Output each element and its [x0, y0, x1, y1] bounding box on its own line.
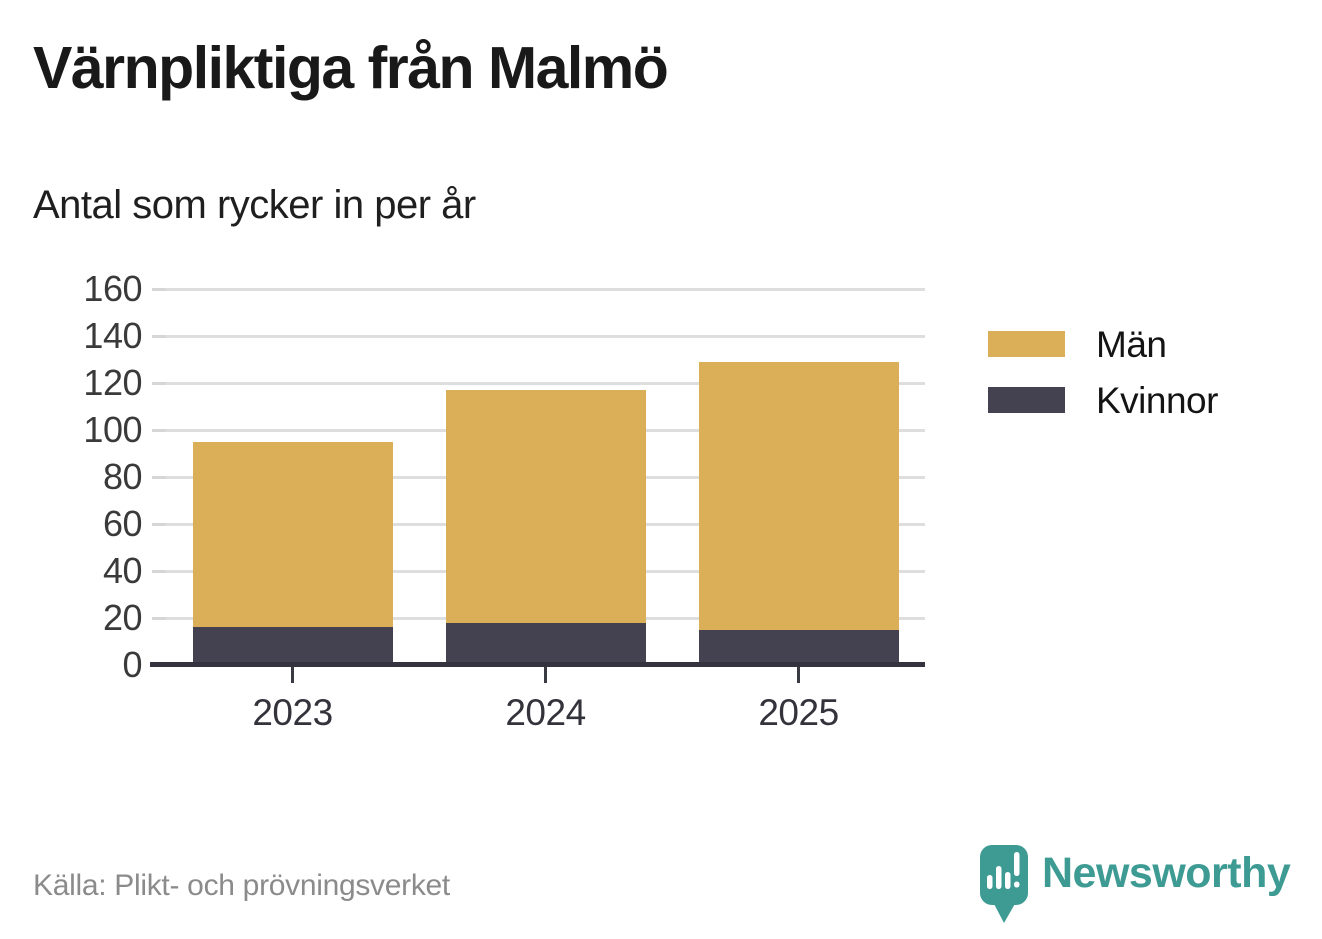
gridline-120	[166, 381, 925, 385]
y-axis-tick-160	[152, 287, 166, 291]
men-color-swatch	[988, 331, 1065, 357]
y-axis-label-140: 140	[83, 315, 142, 356]
bar-segment-2024-kvinnor	[445, 622, 646, 665]
y-axis-tick-20	[152, 616, 166, 620]
y-axis-tick-120	[152, 381, 166, 385]
chart-title: Värnpliktiga från Malmö	[33, 35, 669, 101]
legend-label-men: Män	[1096, 324, 1167, 365]
x-axis-line	[150, 662, 925, 667]
newsworthy-speech-bubble-bar-chart-icon	[980, 845, 1028, 923]
source-attribution: Källa: Plikt- och prövningsverket	[33, 869, 450, 902]
bar-segment-2025-män	[698, 361, 899, 630]
y-axis-label-20: 20	[102, 597, 143, 638]
bar-segment-2025-kvinnor	[698, 629, 899, 665]
y-axis-tick-100	[152, 428, 166, 432]
y-axis-tick-80	[152, 475, 166, 479]
bar-segment-2024-män	[445, 390, 646, 623]
y-axis-label-160: 160	[83, 268, 142, 309]
gridline-140	[166, 334, 925, 338]
women-color-swatch	[988, 387, 1065, 413]
bar-segment-2023-kvinnor	[192, 627, 393, 665]
x-axis-label-2023: 2023	[252, 692, 333, 733]
newsworthy-wordmark: Newsworthy	[1042, 849, 1291, 897]
y-axis-tick-140	[152, 334, 166, 338]
bar-segment-2023-män	[192, 441, 393, 628]
x-axis-tick-2024	[544, 667, 547, 683]
x-axis-label-2024: 2024	[505, 692, 586, 733]
gridline-160	[166, 287, 925, 291]
y-axis-label-40: 40	[102, 550, 143, 591]
y-axis-label-80: 80	[102, 456, 143, 497]
x-axis-tick-2025	[797, 667, 800, 683]
y-axis-label-120: 120	[83, 362, 142, 403]
legend-label-women: Kvinnor	[1096, 380, 1218, 421]
y-axis-tick-60	[152, 522, 166, 526]
chart-subtitle: Antal som rycker in per år	[33, 183, 476, 227]
y-axis-tick-40	[152, 569, 166, 573]
y-axis-label-60: 60	[102, 503, 143, 544]
x-axis-tick-2023	[291, 667, 294, 683]
x-axis-label-2025: 2025	[758, 692, 839, 733]
y-axis-label-0: 0	[122, 644, 142, 685]
y-axis-label-100: 100	[83, 409, 142, 450]
